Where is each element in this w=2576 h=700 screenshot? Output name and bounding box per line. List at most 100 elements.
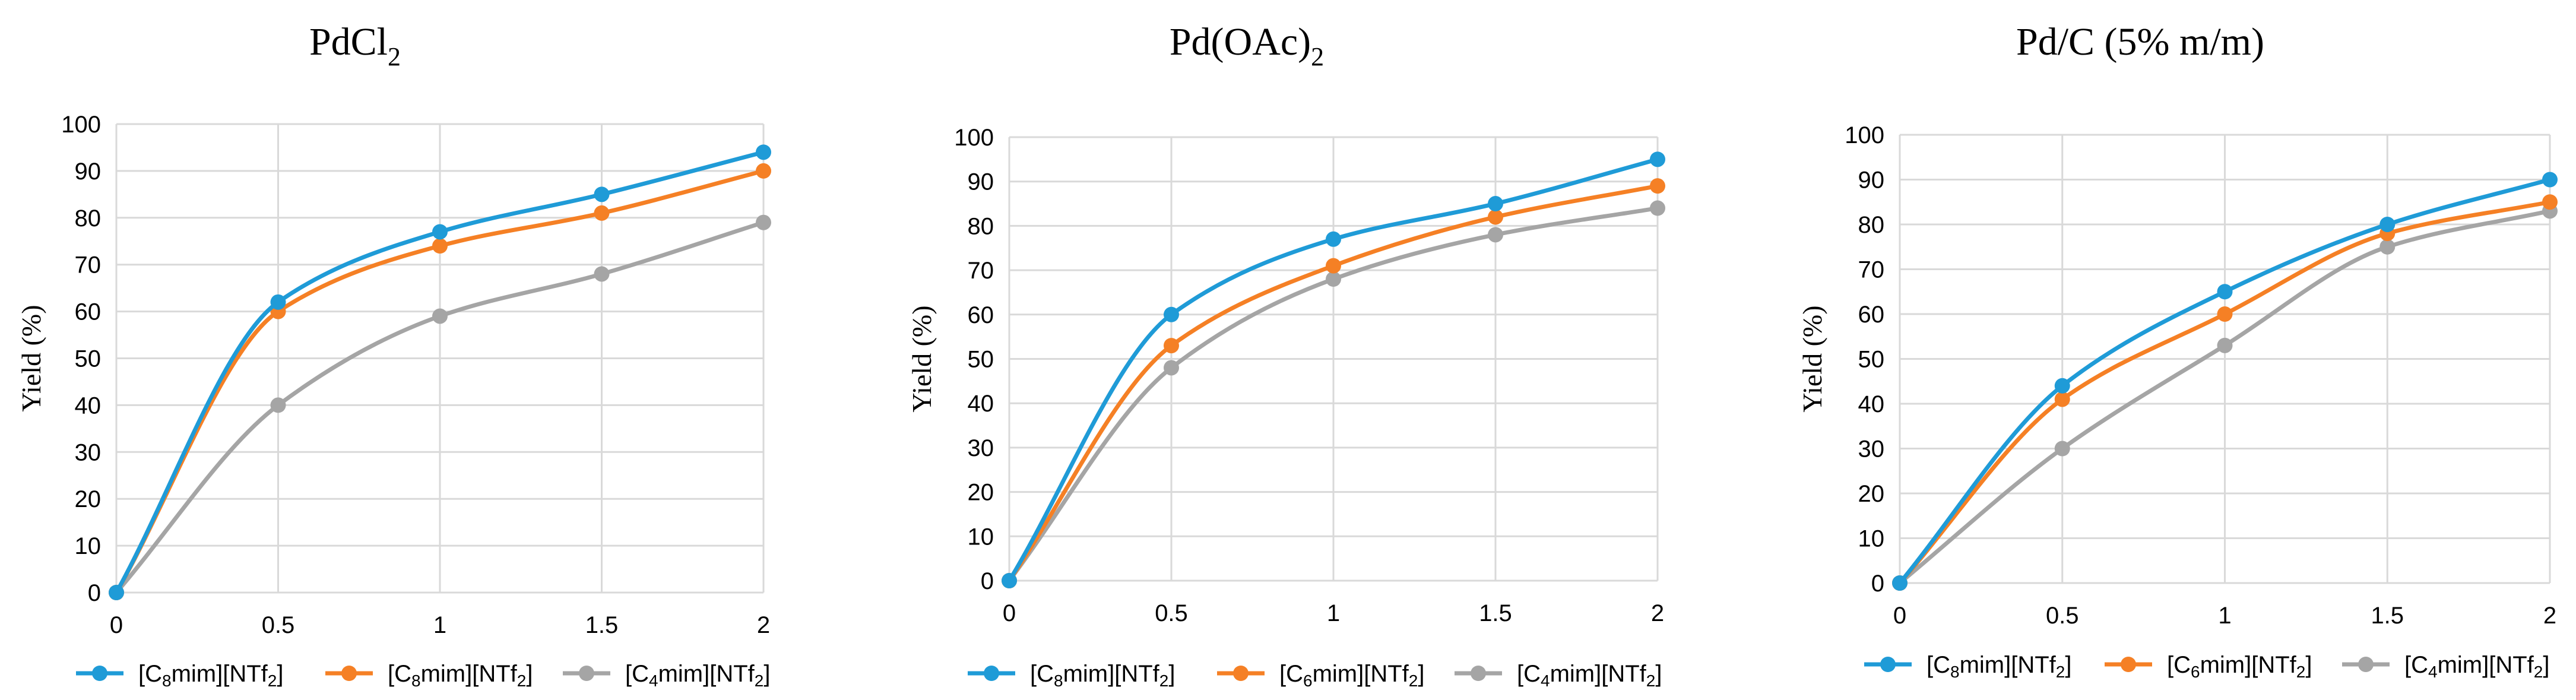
- chart-title-main: PdCl: [309, 20, 388, 64]
- y-tick-label: 80: [968, 213, 994, 239]
- data-point-series-2: [1326, 258, 1341, 274]
- legend-text-part: ]: [763, 661, 770, 687]
- data-point-series-1: [432, 224, 448, 240]
- legend-subscript: 2: [2534, 663, 2543, 681]
- y-axis-label: Yield (%): [1797, 305, 1827, 412]
- y-tick-label: 100: [61, 112, 101, 138]
- y-tick-label: 40: [75, 392, 102, 419]
- y-tick-label: 100: [1845, 122, 1884, 148]
- legend-label-3: [C4mim][NTf2]: [1517, 661, 1662, 690]
- data-point-series-2: [1164, 338, 1179, 354]
- y-tick-label: 0: [981, 568, 994, 594]
- legend-text-part: mim][NTf: [421, 661, 518, 687]
- legend-subscript: 2: [1646, 672, 1656, 690]
- y-tick-label: 0: [1871, 571, 1884, 597]
- chart-title-main: Pd/C (5% m/m): [2016, 20, 2264, 64]
- data-point-series-2: [756, 163, 771, 179]
- legend-subscript: 6: [2191, 663, 2200, 681]
- data-point-series-1: [2054, 378, 2070, 394]
- legend-text-part: mim][NTf: [2438, 652, 2534, 678]
- series-line-3: [1007, 206, 1658, 582]
- legend-label-1: [C8mim][NTf2]: [138, 661, 283, 690]
- chart-title-subscript: 2: [388, 42, 401, 71]
- chart-title-subscript: 2: [1311, 42, 1324, 71]
- legend-text-part: mim][NTf: [1063, 661, 1160, 687]
- data-point-series-3: [1164, 360, 1179, 376]
- y-tick-label: 90: [1858, 167, 1885, 194]
- data-point-series-2: [2054, 391, 2070, 407]
- y-tick-label: 60: [968, 302, 994, 328]
- legend-label-2: [C6mim][NTf2]: [2167, 652, 2312, 681]
- x-tick-label: 1: [1327, 600, 1340, 626]
- legend-subscript: 4: [1541, 672, 1550, 690]
- legend-subscript: 4: [2428, 663, 2438, 681]
- legend-text-part: ]: [1168, 661, 1175, 687]
- legend-text-part: mim][NTf: [1960, 652, 2057, 678]
- series-line-2: [1007, 183, 1658, 582]
- x-tick-label: 1.5: [585, 612, 619, 638]
- y-tick-label: 50: [1858, 347, 1885, 373]
- legend-label-1: [C8mim][NTf2]: [1030, 661, 1175, 690]
- legend-text-part: [C: [625, 661, 649, 687]
- legend-text-part: mim][NTf: [1313, 661, 1409, 687]
- data-point-series-3: [1488, 227, 1503, 243]
- legend-text-part: ]: [277, 661, 283, 687]
- legend-marker-3: [579, 666, 594, 681]
- y-tick-label: 20: [1858, 481, 1885, 507]
- legend-subscript: 6: [1303, 672, 1313, 690]
- legend-text-part: ]: [1418, 661, 1424, 687]
- legend-marker-2: [341, 666, 357, 681]
- data-point-series-2: [432, 238, 448, 254]
- data-point-series-1: [270, 294, 286, 310]
- legend-subscript: 2: [2296, 663, 2306, 681]
- y-tick-label: 70: [1858, 257, 1885, 283]
- x-tick-label: 1.5: [1479, 600, 1512, 626]
- legend-marker-3: [2358, 657, 2374, 672]
- legend-marker-2: [2121, 657, 2136, 672]
- y-tick-label: 70: [968, 258, 994, 284]
- y-tick-label: 90: [75, 159, 102, 185]
- chart-title: Pd/C (5% m/m): [2016, 20, 2264, 64]
- chart-title: PdCl2: [309, 20, 401, 71]
- y-tick-label: 30: [968, 435, 994, 461]
- x-tick-label: 2: [757, 612, 770, 638]
- legend-subscript: 2: [755, 672, 764, 690]
- legend-text-part: [C: [1279, 661, 1303, 687]
- legend-text-part: [C: [1517, 661, 1541, 687]
- x-tick-label: 2: [2543, 603, 2556, 629]
- series-line-3: [115, 220, 765, 594]
- legend-text-part: [C: [2404, 652, 2428, 678]
- legend-label-2: [C8mim][NTf2]: [388, 661, 533, 690]
- series-line-1: [1898, 178, 2550, 585]
- chart-title-main: Pd(OAc): [1170, 20, 1311, 64]
- y-tick-label: 50: [75, 346, 102, 372]
- y-tick-label: 30: [1858, 436, 1885, 463]
- y-axis-label: Yield (%): [907, 305, 937, 412]
- legend-subscript: 2: [1159, 672, 1169, 690]
- data-point-series-1: [1164, 306, 1179, 322]
- x-tick-label: 0: [1003, 600, 1016, 626]
- data-point-series-3: [2217, 337, 2233, 353]
- legend-text-part: [C: [2167, 652, 2191, 678]
- y-tick-label: 20: [75, 486, 102, 512]
- legend-subscript: 8: [1054, 672, 1063, 690]
- legend-label-3: [C4mim][NTf2]: [625, 661, 770, 690]
- data-point-series-3: [432, 308, 448, 324]
- data-point-series-1: [594, 186, 610, 202]
- data-point-series-1: [1892, 575, 1908, 591]
- data-point-series-1: [756, 144, 771, 160]
- x-tick-label: 1: [2218, 603, 2231, 629]
- x-tick-label: 0.5: [1155, 600, 1188, 626]
- data-point-series-2: [2217, 306, 2233, 322]
- data-point-series-2: [594, 205, 610, 221]
- legend-subscript: 8: [1950, 663, 1960, 681]
- legend-text-part: mim][NTf: [2200, 652, 2297, 678]
- chart-title: Pd(OAc)2: [1170, 20, 1324, 71]
- legend-text-part: ]: [1655, 661, 1662, 687]
- x-tick-label: 0: [1893, 603, 1906, 629]
- y-tick-label: 40: [1858, 391, 1885, 417]
- data-point-series-2: [2542, 194, 2558, 210]
- legend-marker-1: [984, 666, 999, 681]
- y-tick-label: 100: [954, 125, 994, 151]
- data-point-series-1: [2379, 217, 2396, 232]
